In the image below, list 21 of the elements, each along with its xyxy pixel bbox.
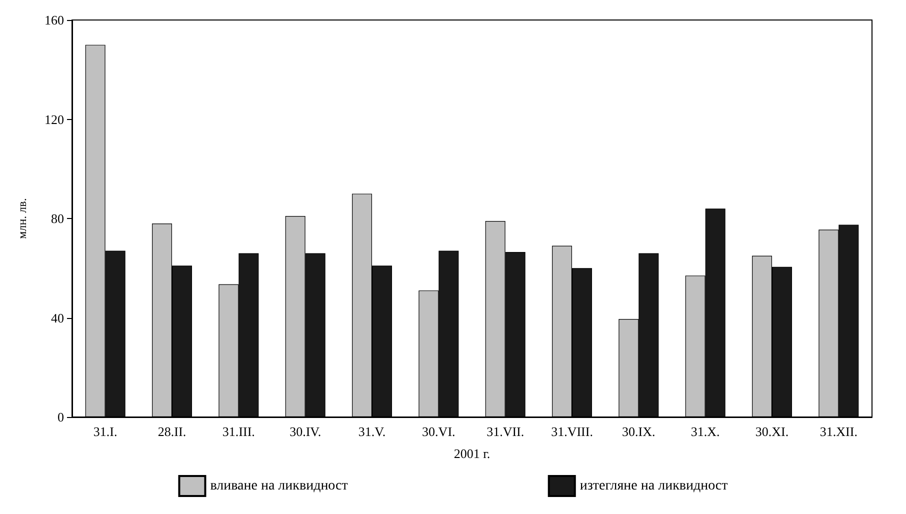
- x-tick-label: 30.VI.: [422, 424, 456, 439]
- x-axis-title: 2001 г.: [454, 446, 490, 461]
- x-tick-label: 31.VII.: [486, 424, 524, 439]
- x-tick-label: 28.II.: [158, 424, 186, 439]
- y-tick-label: 160: [44, 12, 64, 28]
- x-tick-label: 30.IX.: [622, 424, 656, 439]
- x-tick-label: 31.V.: [358, 424, 386, 439]
- x-tick-label: 30.IV.: [290, 424, 322, 439]
- y-tick-label: 0: [58, 410, 64, 424]
- x-tick-label: 30.XI.: [755, 424, 789, 439]
- x-tick-label: 31.VIII.: [551, 424, 593, 439]
- legend-label: вливане на ликвидност: [210, 478, 348, 494]
- y-tick-label: 40: [51, 310, 64, 326]
- y-tick-label: 120: [44, 112, 64, 127]
- x-tick-label: 31.I.: [93, 424, 118, 439]
- y-axis-title: млн. лв.: [15, 198, 29, 239]
- x-tick-label: 31.X.: [690, 424, 720, 439]
- x-tick-label: 31.III.: [222, 424, 255, 439]
- legend-label: изтегляне на ликвидност: [580, 478, 728, 494]
- x-tick-label: 31.XII.: [820, 424, 858, 439]
- y-tick-label: 80: [51, 211, 64, 226]
